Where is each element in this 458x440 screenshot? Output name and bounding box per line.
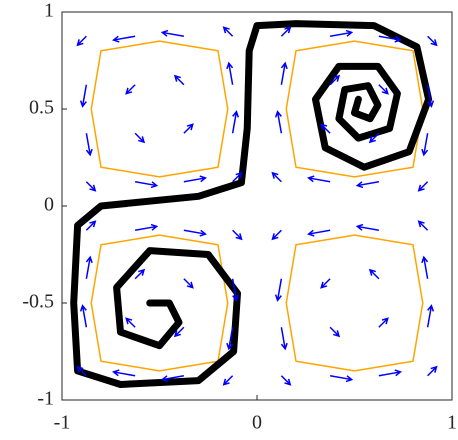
arrow [274,278,283,302]
arrow [134,268,146,280]
trajectory [90,40,424,372]
arrow [85,133,93,157]
arrow [421,133,429,157]
arrow [280,26,292,37]
arrow [329,326,341,338]
arrow [222,26,234,37]
arrow [160,375,185,383]
arrow [226,327,234,351]
arrow [76,35,87,47]
arrow [421,255,429,279]
arrow [378,369,402,377]
arrow [378,84,389,95]
arrow [222,375,234,386]
arrow [271,171,282,183]
arrow [320,278,331,289]
arrow [231,110,240,134]
arrow [173,326,185,338]
arrow [134,223,159,231]
arrow [378,317,389,328]
arrow [183,175,207,183]
arrow [307,229,331,237]
arrow [79,304,88,328]
arrow [426,304,435,328]
arrow [427,365,438,377]
y-tick-label: -1 [37,388,54,410]
y-tick-label: -0.5 [22,291,54,313]
arrow [226,61,234,85]
arrow [280,61,288,85]
arrow [183,229,207,237]
arrow [378,35,402,43]
arrow [417,181,429,192]
arrow [112,35,136,43]
arrow [79,84,88,108]
arrow [160,29,185,37]
arrow [274,110,283,134]
arrow [329,29,354,37]
arrow [183,278,194,289]
arrow [368,132,380,144]
arrow [307,175,331,183]
y-tick-label: 1 [44,0,54,22]
arrow [173,74,185,86]
arrow [231,278,240,302]
arrow [329,375,354,383]
arrow [355,223,380,231]
arrow [271,229,282,241]
arrow [417,220,429,231]
arrow [76,365,87,377]
x-tick-label: 0 [252,412,262,434]
arrow [426,84,435,108]
arrow [125,84,136,95]
x-tick-label: -1 [54,412,71,434]
arrow [368,268,380,280]
y-tick-label: 0 [44,194,54,216]
arrow [329,74,341,86]
arrow [134,132,146,144]
arrow [112,369,136,377]
arrow [280,375,292,386]
arrow [85,220,97,231]
arrow [85,255,93,279]
arrow [134,181,159,189]
arrow [320,123,331,134]
arrow [355,181,380,189]
y-tick-label: 0.5 [29,97,54,119]
arrow [85,181,97,192]
arrow [125,317,136,328]
arrow [232,229,243,241]
arrow [232,171,243,183]
arrow [427,35,438,47]
trajectory [70,20,433,388]
x-tick-label: 1 [447,412,457,434]
arrow [280,327,288,351]
arrow [183,123,194,134]
